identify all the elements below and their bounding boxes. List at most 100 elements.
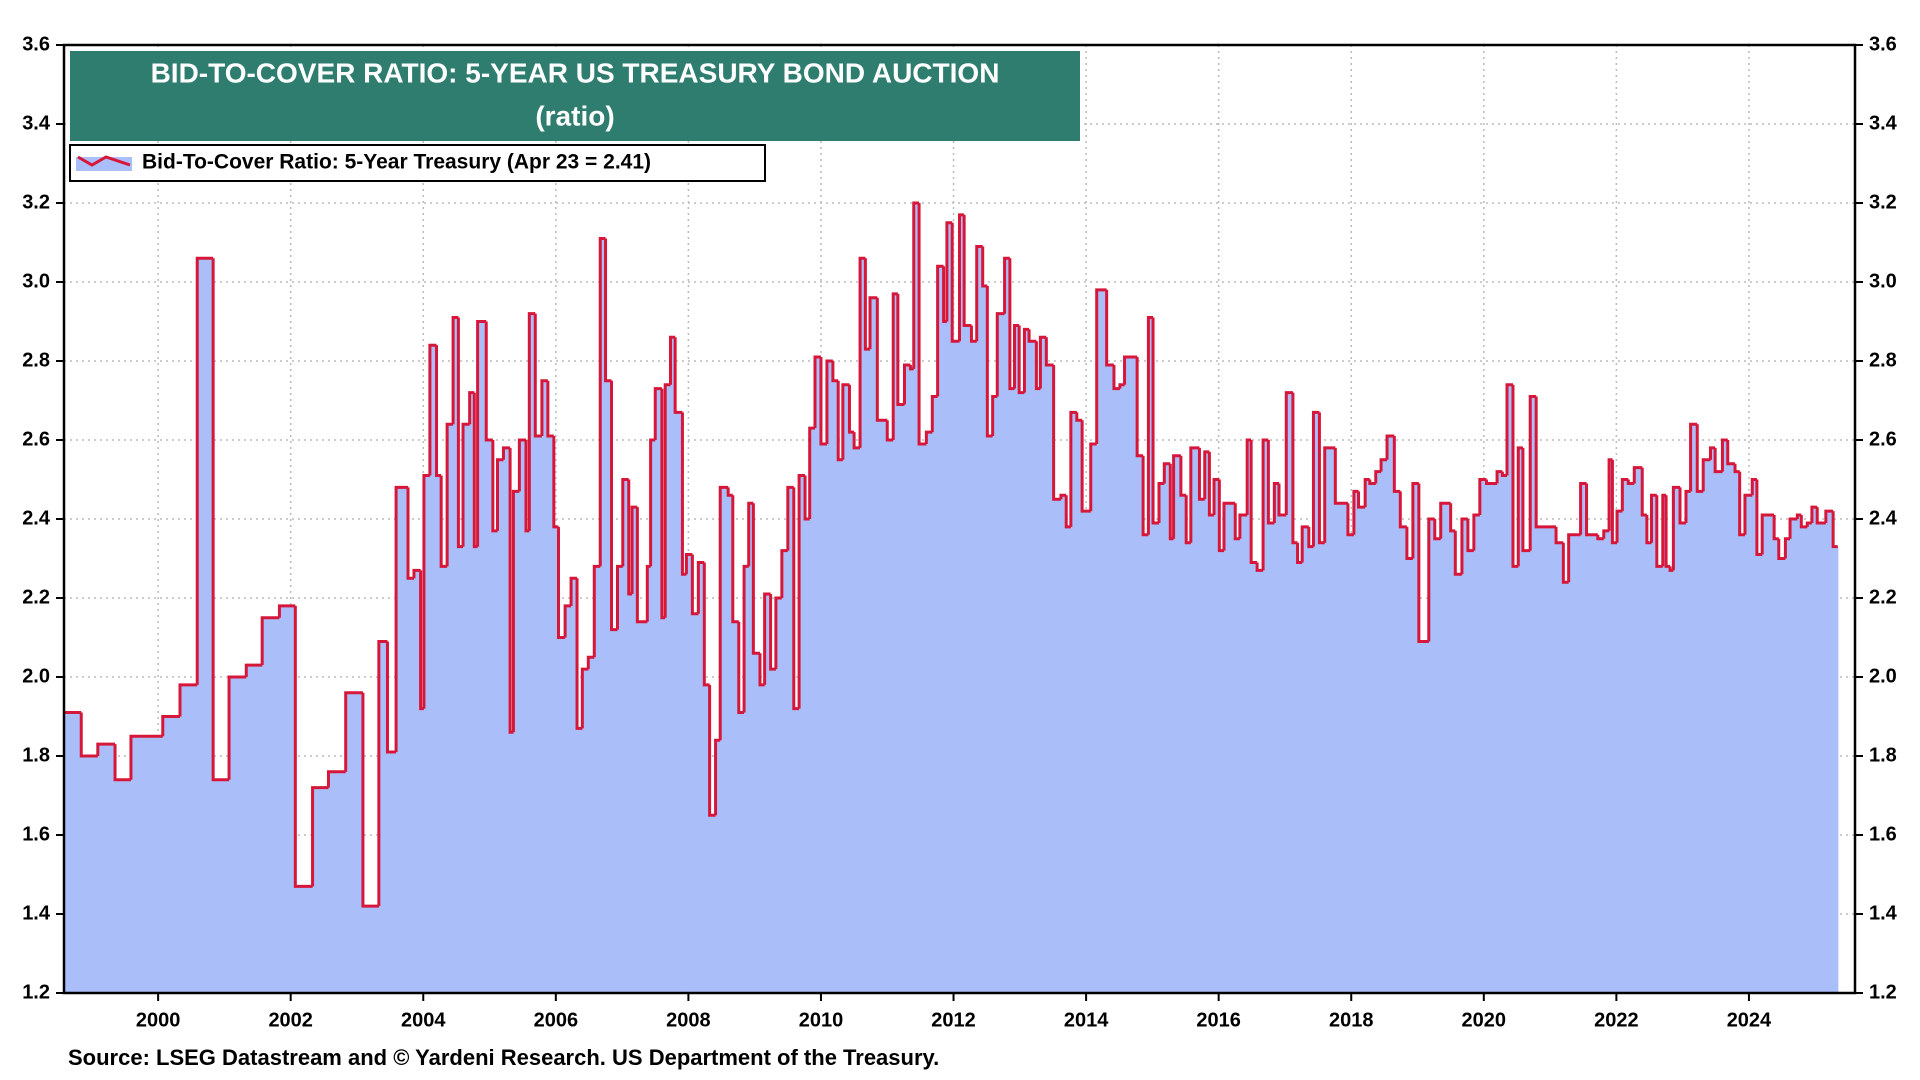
line-step: [863, 258, 871, 351]
line-step: [708, 684, 716, 817]
area-step: [1473, 515, 1481, 993]
area-step: [262, 617, 280, 993]
line-step: [1157, 481, 1165, 523]
area-step: [1756, 554, 1763, 993]
area-step: [408, 578, 415, 993]
area-step: [1113, 388, 1121, 993]
area-step: [1029, 341, 1037, 993]
area-step: [1685, 491, 1692, 993]
line-step: [792, 487, 800, 711]
area-step: [115, 779, 132, 993]
line-step: [1466, 519, 1474, 553]
line-step: [1233, 503, 1240, 541]
line-step: [1500, 471, 1508, 478]
area-step: [686, 554, 693, 993]
area-step: [1586, 534, 1599, 993]
area-step: [1292, 542, 1299, 993]
line-step: [1596, 534, 1604, 541]
area-step: [964, 325, 972, 993]
area-step: [992, 396, 998, 993]
area-step: [1486, 483, 1498, 993]
area-step: [1347, 534, 1355, 993]
line-step: [737, 621, 745, 715]
y-tick-label: 3.2: [22, 191, 50, 213]
area-step: [670, 337, 676, 993]
area-step: [628, 594, 633, 993]
area-step: [982, 285, 988, 993]
area-step: [1479, 479, 1487, 993]
line-step: [690, 554, 699, 616]
line-step: [1212, 478, 1220, 516]
area-step: [1159, 483, 1165, 993]
area-step: [1807, 522, 1813, 993]
line-step: [1385, 434, 1395, 460]
line-step: [1449, 503, 1456, 533]
line-step: [731, 495, 739, 624]
area-step: [732, 621, 740, 993]
area-step: [959, 214, 965, 994]
area-step: [1628, 483, 1635, 993]
area-step: [1186, 542, 1192, 993]
area-step: [1428, 519, 1436, 993]
y-tick-label: 1.4: [22, 902, 51, 924]
line-step: [1755, 479, 1763, 557]
area-step: [1774, 538, 1780, 993]
area-step: [1450, 530, 1456, 993]
line-step: [1379, 458, 1388, 472]
line-step: [797, 474, 806, 709]
line-step: [1453, 530, 1462, 576]
area-step: [1609, 459, 1613, 993]
area-step: [565, 605, 572, 993]
line-step: [1733, 463, 1740, 474]
area-step: [805, 519, 811, 993]
area-step: [1199, 499, 1206, 993]
area-step: [529, 313, 536, 994]
area-step: [1214, 479, 1220, 993]
y2-tick-label: 2.6: [1869, 428, 1897, 450]
area-step: [1274, 483, 1280, 993]
line-step: [1427, 517, 1435, 642]
line-step: [1602, 529, 1610, 539]
line-step: [1484, 479, 1498, 485]
area-step: [345, 692, 364, 993]
area-step: [423, 475, 431, 993]
legend-box: [69, 144, 766, 182]
area-step: [1735, 471, 1741, 994]
line-step: [1650, 493, 1657, 543]
area-step: [770, 669, 777, 993]
x-tick-label: 2014: [1064, 1009, 1109, 1031]
line-step: [1626, 479, 1635, 485]
line-step: [1610, 459, 1618, 545]
line-step: [1392, 436, 1401, 493]
line-step: [428, 343, 437, 476]
line-step: [1554, 526, 1564, 545]
line-step: [930, 395, 938, 433]
y-tick-label: 1.6: [22, 823, 50, 845]
line-step: [1411, 481, 1419, 559]
line-step: [79, 712, 98, 758]
area-step: [81, 756, 99, 993]
area-step: [497, 459, 504, 993]
line-step: [1405, 526, 1413, 560]
area-step: [97, 744, 116, 993]
area-step: [738, 712, 745, 993]
area-step: [661, 617, 666, 993]
line-step: [1044, 337, 1054, 367]
area-step: [946, 222, 953, 993]
line-step: [1505, 383, 1513, 476]
line-step: [936, 264, 944, 397]
area-step: [571, 578, 578, 993]
line-step: [995, 312, 1005, 397]
area-step: [1662, 495, 1667, 993]
area-step: [698, 562, 705, 993]
line-step: [377, 639, 388, 907]
line-step: [569, 576, 578, 606]
area-step: [1353, 491, 1360, 993]
area-step: [1153, 522, 1160, 993]
area-step: [1580, 483, 1588, 993]
line-step: [696, 560, 705, 614]
line-step: [1105, 289, 1114, 367]
line-step: [1311, 410, 1320, 547]
area-step: [600, 238, 607, 994]
line-step: [1118, 383, 1125, 389]
